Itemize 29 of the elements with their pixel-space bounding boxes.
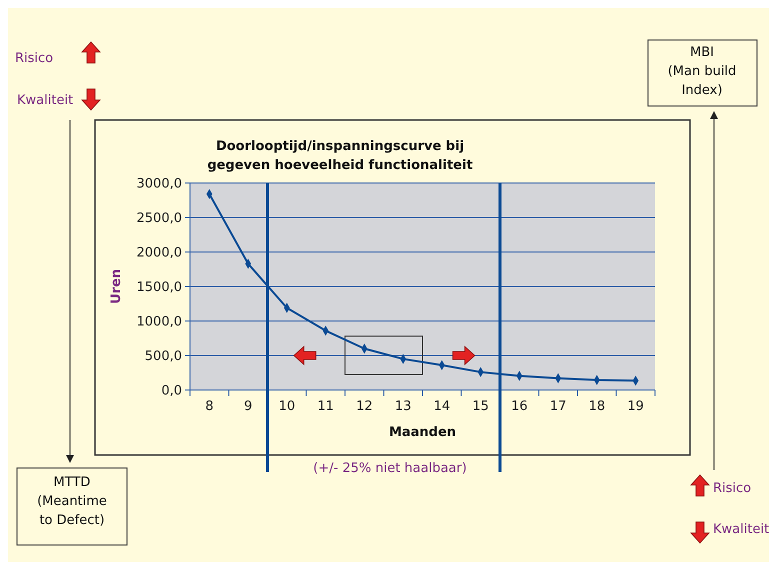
text: (+/- 25% niet haalbaar)	[313, 461, 467, 476]
chart-title: Doorlooptijd/inspanningscurve bij gegeven hoeveelheid functionaliteit	[207, 139, 473, 173]
text: MTTD (Meantime to Defect)	[37, 475, 107, 528]
x-tick-label: 15	[472, 399, 489, 414]
y-axis-title: Uren	[109, 268, 124, 304]
x-tick-label: 8	[205, 399, 214, 414]
text: Risico	[713, 481, 752, 496]
x-tick-label: 9	[244, 399, 252, 414]
y-tick-label: 0,0	[161, 384, 182, 399]
y-tick-label: 2000,0	[136, 246, 182, 261]
text: Risico	[15, 51, 54, 66]
y-tick-label: 500,0	[144, 349, 182, 364]
x-tick-label: 13	[394, 399, 412, 414]
y-tick-label: 1000,0	[136, 314, 182, 330]
x-tick-label: 10	[278, 399, 296, 414]
y-tick-label: 3000,0	[136, 176, 182, 192]
x-tick-label: 14	[434, 399, 450, 414]
x-tick-label: 12	[356, 399, 373, 414]
x-tick-label: 11	[317, 399, 334, 414]
x-tick-label: 17	[550, 399, 566, 414]
y-tick-label: 2500,0	[136, 211, 182, 226]
text: MBI (Man build Index)	[668, 45, 736, 98]
x-tick-label: 16	[511, 399, 528, 414]
x-tick-label: 19	[627, 399, 644, 414]
x-axis-title: Maanden	[388, 425, 456, 440]
y-tick-label: 1500,0	[136, 280, 182, 296]
text: Kwaliteit	[17, 93, 74, 108]
x-tick-label: 18	[588, 399, 606, 414]
text: Kwaliteit	[713, 522, 770, 537]
